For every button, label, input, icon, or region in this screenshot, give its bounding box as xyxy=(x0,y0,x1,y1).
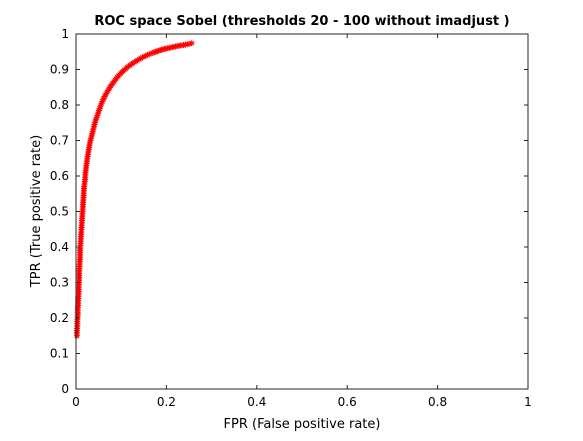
x-tick-label: 1 xyxy=(524,395,532,409)
y-tick-label: 1 xyxy=(61,27,69,41)
data-point xyxy=(188,40,195,47)
y-tick-label: 0.9 xyxy=(50,63,69,77)
y-axis: 0 0.1 0.2 0.3 0.4 0.5 0.6 0.7 0.8 0.9 1 xyxy=(50,27,528,396)
y-axis-label: TPR (True positive rate) xyxy=(29,135,44,288)
x-tick-label: 0.8 xyxy=(428,395,447,409)
axes-frame xyxy=(75,33,529,390)
y-tick-label: 0.8 xyxy=(50,98,69,112)
y-tick-label: 0.7 xyxy=(50,134,69,148)
x-axis: 0 0.2 0.4 0.6 0.8 1 xyxy=(72,34,532,409)
y-tick-label: 0.6 xyxy=(50,169,69,183)
x-tick-label: 0.6 xyxy=(338,395,357,409)
chart-title: ROC space Sobel (thresholds 20 - 100 wit… xyxy=(94,14,509,29)
y-tick-label: 0.1 xyxy=(50,347,69,361)
plot-area xyxy=(73,40,195,339)
y-tick-label: 0 xyxy=(61,382,69,396)
x-tick-label: 0 xyxy=(72,395,80,409)
y-tick-label: 0.2 xyxy=(50,311,69,325)
axes-box xyxy=(75,33,529,390)
x-axis-label: FPR (False positive rate) xyxy=(224,417,381,432)
x-tick-label: 0.2 xyxy=(157,395,176,409)
y-tick-label: 0.4 xyxy=(50,240,69,254)
y-tick-label: 0.5 xyxy=(50,205,69,219)
data-series xyxy=(73,40,195,339)
y-tick-label: 0.3 xyxy=(50,276,69,290)
x-tick-label: 0.4 xyxy=(247,395,266,409)
